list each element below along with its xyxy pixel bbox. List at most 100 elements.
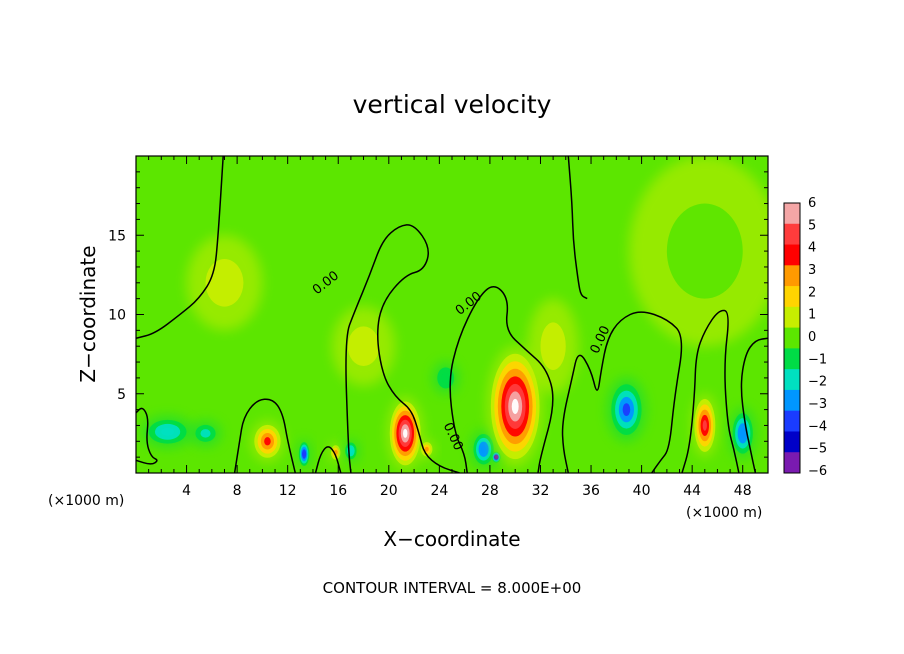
y-tick-label: 15 [108, 228, 126, 244]
y-tick-label: 10 [108, 308, 126, 324]
velocity-cell [527, 298, 579, 394]
colorbar-swatch [784, 410, 800, 432]
velocity-cell [297, 439, 311, 469]
colorbar-label: 5 [808, 218, 816, 233]
velocity-cell [607, 377, 646, 442]
colorbar-swatch [784, 327, 800, 349]
y-axis-title: Z−coordinate [76, 245, 100, 382]
velocity-level [161, 427, 174, 436]
contour-line [314, 446, 342, 473]
colorbar-swatch [784, 223, 800, 246]
colorbar-label: −2 [808, 375, 827, 390]
velocity-level [702, 420, 707, 431]
y-axis: 5 10 15 [108, 171, 768, 458]
x-tick-label: 20 [380, 483, 398, 499]
x-tick-label: 36 [582, 483, 600, 499]
colorbar-label: −4 [808, 419, 827, 434]
colorbar-label: −5 [808, 442, 827, 457]
zero-contours [136, 156, 768, 473]
contour-line [136, 407, 158, 465]
contour-line [567, 156, 588, 300]
plot-area: 0.000.000.000.00 [135, 155, 769, 474]
velocity-level [494, 455, 499, 460]
x-tick-label: 40 [633, 483, 651, 499]
colorbar-label: 0 [808, 330, 816, 345]
velocity-cell [190, 420, 221, 447]
colorbar-frame [783, 202, 801, 474]
velocity-cell [331, 306, 396, 386]
contour-line [681, 309, 740, 473]
colorbar-label: 4 [808, 241, 816, 256]
colorbar-swatch [784, 286, 800, 308]
velocity-cell [487, 346, 544, 467]
x-tick-label: 44 [683, 483, 701, 499]
colorbar-label: 3 [808, 263, 816, 278]
velocity-level [403, 428, 408, 438]
velocity-level [200, 429, 211, 438]
velocity-cell [329, 442, 343, 462]
velocity-level [622, 403, 631, 416]
velocity-level [348, 448, 353, 454]
colorbar-label: −1 [808, 352, 827, 367]
velocity-cell [186, 235, 263, 331]
x-axis: 4 8 12 16 20 24 28 32 36 40 44 48 [148, 156, 756, 499]
colorbar-swatch [784, 369, 800, 391]
x-tick-label: 32 [532, 483, 550, 499]
colorbar-swatch [784, 389, 800, 412]
velocity-cell [387, 396, 423, 470]
colorbar-label: 1 [808, 308, 816, 323]
colorbar-label: −6 [808, 464, 827, 479]
velocity-level [302, 451, 307, 457]
velocity-cell [628, 156, 768, 347]
colorbar-label: 6 [808, 196, 816, 211]
colorbar: 6 5 4 3 2 1 0 −1 −2 −3 −4 −5 −6 [783, 196, 827, 479]
colorbar-swatch [784, 244, 800, 266]
velocity-level [424, 446, 429, 452]
y-tick-label: 5 [117, 387, 126, 403]
velocity-field [142, 156, 768, 470]
chart-title: vertical velocity [353, 90, 552, 119]
velocity-level [666, 203, 743, 299]
velocity-cell [142, 415, 193, 448]
x-tick-label: 8 [233, 483, 242, 499]
contour-line [345, 224, 460, 473]
x-tick-label: 16 [329, 483, 347, 499]
x-tick-label: 4 [182, 483, 191, 499]
colorbar-label: −3 [808, 397, 827, 412]
velocity-level [481, 445, 487, 454]
colorbar-swatch [784, 348, 800, 370]
colorbar-swatch [784, 265, 800, 287]
x-tick-label: 12 [279, 483, 297, 499]
colorbar-swatch [784, 452, 800, 474]
velocity-level [441, 372, 450, 384]
velocity-cell [343, 439, 359, 462]
colorbar-label: 2 [808, 285, 816, 300]
x-unit-label-right: (×1000 m) [686, 505, 762, 521]
velocity-level [740, 428, 746, 439]
contour-line [561, 311, 683, 473]
velocity-level [347, 326, 380, 367]
x-tick-label: 28 [481, 483, 499, 499]
colorbar-swatch [784, 306, 800, 329]
x-tick-label: 48 [734, 483, 752, 499]
velocity-cell [251, 420, 284, 462]
velocity-level [264, 437, 271, 446]
velocity-cell [692, 393, 718, 458]
contour-line [233, 398, 297, 473]
velocity-level [511, 398, 519, 414]
contour-interval-text: CONTOUR INTERVAL = 8.000E+00 [323, 579, 582, 597]
velocity-level [205, 259, 244, 307]
colorbar-swatch [784, 431, 800, 453]
velocity-cell [433, 362, 459, 394]
velocity-cell [470, 430, 497, 469]
x-unit-label-left: (×1000 m) [48, 493, 124, 509]
velocity-level [540, 322, 566, 370]
contour-line [136, 156, 224, 340]
contour-line [740, 337, 768, 473]
x-tick-label: 24 [430, 483, 448, 499]
contour-line [449, 286, 554, 473]
colorbar-swatch [784, 203, 800, 225]
x-axis-title: X−coordinate [383, 527, 520, 551]
velocity-cell [419, 439, 435, 459]
